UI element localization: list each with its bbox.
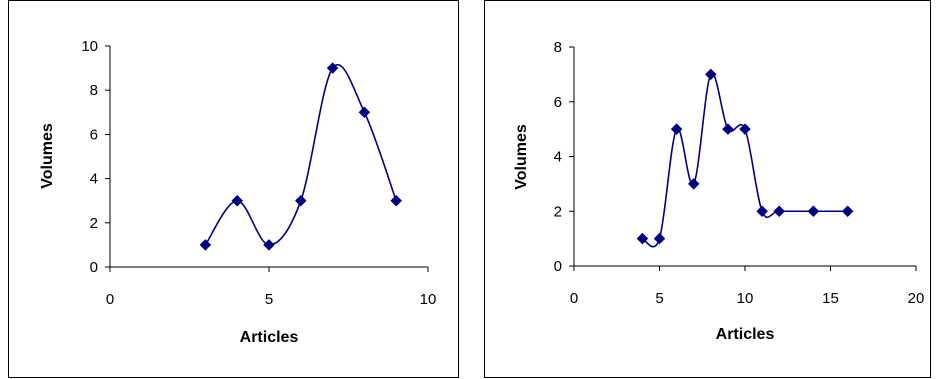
left-data-point xyxy=(231,194,244,207)
right-y-tick-label: 4 xyxy=(554,149,562,166)
chart-right: 0 2 4 6 8 0 5 10 15 20 Articles Volumes xyxy=(513,39,925,343)
left-data-point xyxy=(326,62,339,74)
chart-left: 0 2 4 6 8 10 0 5 10 Articles Volumes xyxy=(39,38,437,346)
right-x-axis-title: Articles xyxy=(716,326,775,343)
left-data-point xyxy=(390,194,403,207)
left-data-point xyxy=(199,239,212,251)
right-x-tick-label: 10 xyxy=(737,290,754,307)
right-data-point xyxy=(807,205,820,218)
left-series-line xyxy=(204,64,397,246)
left-x-axis-title: Articles xyxy=(240,329,299,346)
right-y-tick-label: 8 xyxy=(554,39,562,56)
right-data-point xyxy=(704,68,717,81)
left-data-point xyxy=(358,106,371,119)
right-data-point xyxy=(636,232,649,245)
right-y-axis-title: Volumes xyxy=(513,124,530,190)
right-data-point xyxy=(739,123,751,135)
right-data-point xyxy=(722,123,734,135)
right-x-tick-label: 15 xyxy=(822,290,839,307)
left-data-point xyxy=(294,194,307,207)
left-y-axis-title: Volumes xyxy=(39,123,56,189)
left-x-tick-label: 10 xyxy=(420,291,437,308)
right-data-point xyxy=(841,205,854,218)
right-y-tick-label: 0 xyxy=(554,258,562,275)
right-data-point xyxy=(773,205,786,218)
right-x-tick-label: 20 xyxy=(908,290,925,307)
left-y-tick-label: 10 xyxy=(81,38,98,55)
left-y-tick-label: 6 xyxy=(90,126,98,143)
left-y-tick-label: 0 xyxy=(90,259,98,276)
right-data-point xyxy=(756,205,768,218)
right-y-tick-label: 2 xyxy=(554,203,562,220)
right-data-point xyxy=(687,178,700,190)
left-x-tick-label: 5 xyxy=(265,291,273,308)
left-y-tick-label: 4 xyxy=(90,171,98,188)
right-series-line xyxy=(642,72,848,248)
left-y-tick-label: 8 xyxy=(90,82,98,99)
left-y-tick-label: 2 xyxy=(90,215,98,232)
chart-panel-left: 0 2 4 6 8 10 0 5 10 Articles Volumes xyxy=(8,0,459,378)
right-data-point xyxy=(653,232,666,245)
left-data-point xyxy=(263,239,275,251)
chart-panel-right: 0 2 4 6 8 0 5 10 15 20 Articles Volumes xyxy=(484,0,931,378)
right-data-point xyxy=(670,123,683,135)
left-x-tick-label: 0 xyxy=(106,291,114,308)
right-x-tick-label: 5 xyxy=(655,290,663,307)
right-x-tick-label: 0 xyxy=(570,290,578,307)
right-y-tick-label: 6 xyxy=(554,94,562,111)
